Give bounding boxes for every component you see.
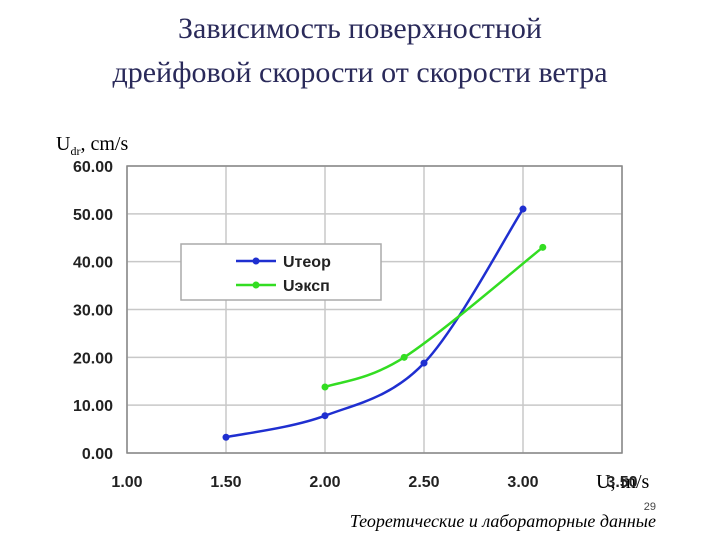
legend-marker (252, 281, 260, 289)
footer: Теоретические и лабораторные данные (350, 511, 656, 531)
x-axis-label: U, m/s (596, 471, 650, 493)
x-tick-label: 1.00 (111, 474, 142, 491)
legend-marker (252, 257, 260, 265)
y-axis-label: Udr, cm/s (56, 133, 128, 158)
point (519, 205, 527, 213)
x-tick-label: 3.50 (606, 474, 637, 491)
y-tick-label: 40.00 (73, 255, 113, 272)
y-tick-label: 10.00 (73, 398, 113, 415)
series-line (324, 246, 544, 389)
x-tick-label: 2.50 (408, 474, 439, 491)
y-tick-label: 50.00 (73, 207, 113, 224)
y-tick-label: 20.00 (73, 350, 113, 367)
y-tick-label: 60.00 (73, 159, 113, 176)
x-tick-label: 3.00 (507, 474, 538, 491)
y-label-unit: , cm/s (80, 133, 128, 155)
page-number: 29 (644, 501, 656, 513)
y-label-main: U (56, 133, 71, 155)
x-tick-label: 2.00 (309, 474, 340, 491)
point (222, 433, 230, 441)
plot-border (126, 165, 623, 454)
legend-box (180, 243, 382, 301)
y-tick-label: 30.00 (73, 303, 113, 320)
title-line-1: Зависимость поверхностной (178, 12, 542, 45)
x-tick-label: 1.50 (210, 474, 241, 491)
legend-label: Uэксп (283, 278, 330, 295)
point (539, 243, 547, 251)
y-tick-label: 0.00 (82, 446, 113, 463)
point (420, 359, 428, 367)
point (400, 353, 408, 361)
y-label-sub: dr (70, 144, 80, 158)
plot: 0.00 10.00 20.00 30.00 40.00 50.00 60.00 1.00 1.… (73, 159, 638, 491)
legend-label: Uтеор (283, 254, 331, 271)
point (321, 412, 329, 420)
title-line-2: дрейфовой скорости от скорости ветра (112, 56, 607, 89)
series-line (225, 208, 525, 439)
point (321, 383, 329, 391)
